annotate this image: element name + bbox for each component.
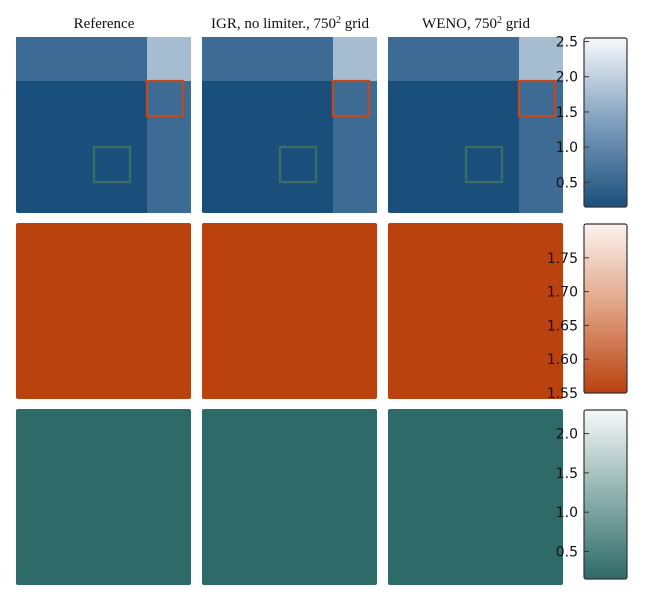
zoom-box-red <box>145 79 185 118</box>
column-title-2: IGR, no limiter., 7502 grid <box>211 15 369 33</box>
field-upper-left-region <box>16 37 147 81</box>
colorbar-tick-label: 2.5 <box>556 35 578 51</box>
column-title-1: Reference <box>74 16 135 32</box>
panel-row1-col3 <box>388 37 563 213</box>
colorbar-gradient <box>583 223 628 394</box>
colorbar-tick-label: 1.0 <box>556 505 578 521</box>
colorbar-tick-label: 1.75 <box>547 251 578 267</box>
colorbar-tick-label: 1.5 <box>556 466 578 482</box>
panel-row2-col2 <box>202 223 377 399</box>
field-right-strip <box>333 81 377 213</box>
field-upper-left-region <box>388 37 519 81</box>
zoom-box-green <box>278 145 318 184</box>
colorbar-tick-label: 2.0 <box>556 70 578 86</box>
colorbar-tick-label: 2.0 <box>556 427 578 443</box>
colorbar-tick-label: 0.5 <box>556 544 578 560</box>
field-upper-right-region <box>519 37 563 81</box>
panel-row1-col2 <box>202 37 377 213</box>
colorbars: 0.5 1.0 1.5 2.0 2.5 1.55 1.60 1.65 1.70 1.75 0.5 1.… <box>547 35 628 580</box>
panel-row2-col3 <box>388 223 563 399</box>
colorbar-tick-label: 1.65 <box>547 318 578 334</box>
field-upper-right-region <box>333 37 377 81</box>
zoom-box-red <box>331 79 371 118</box>
field-upper-right-region <box>147 37 191 81</box>
zoom-box-green <box>464 145 504 184</box>
colorbar-row2: 1.55 1.60 1.65 1.70 1.75 <box>547 223 628 402</box>
column-titles: Reference IGR, no limiter., 7502 grid WENO… <box>74 15 531 33</box>
colorbar-gradient <box>583 409 628 580</box>
colorbar-tick-label: 1.70 <box>547 285 578 301</box>
colorbar-tick-label: 1.0 <box>556 140 578 156</box>
panel-row2-col1 <box>16 223 191 399</box>
field-upper-left-region <box>202 37 333 81</box>
panel-row3-col3 <box>388 409 563 585</box>
zoom-box-green <box>92 145 132 184</box>
colorbar-tick-label: 1.60 <box>547 352 578 368</box>
colorbar-tick-label: 0.5 <box>556 175 578 191</box>
panel-row3-col1 <box>16 409 191 585</box>
heatmap-panels <box>16 37 563 585</box>
colorbar-tick-label: 1.55 <box>547 386 578 402</box>
panel-row3-col2 <box>202 409 377 585</box>
panel-row1-col1 <box>16 37 191 213</box>
column-title-3: WENO, 7502 grid <box>422 15 530 33</box>
zoom-box-red <box>517 79 557 118</box>
colorbar-tick-label: 1.5 <box>556 105 578 121</box>
field-right-strip <box>147 81 191 213</box>
colorbar-gradient <box>583 37 628 208</box>
colorbar-row3: 0.5 1.0 1.5 2.0 <box>556 409 628 580</box>
colorbar-row1: 0.5 1.0 1.5 2.0 2.5 <box>556 35 628 208</box>
